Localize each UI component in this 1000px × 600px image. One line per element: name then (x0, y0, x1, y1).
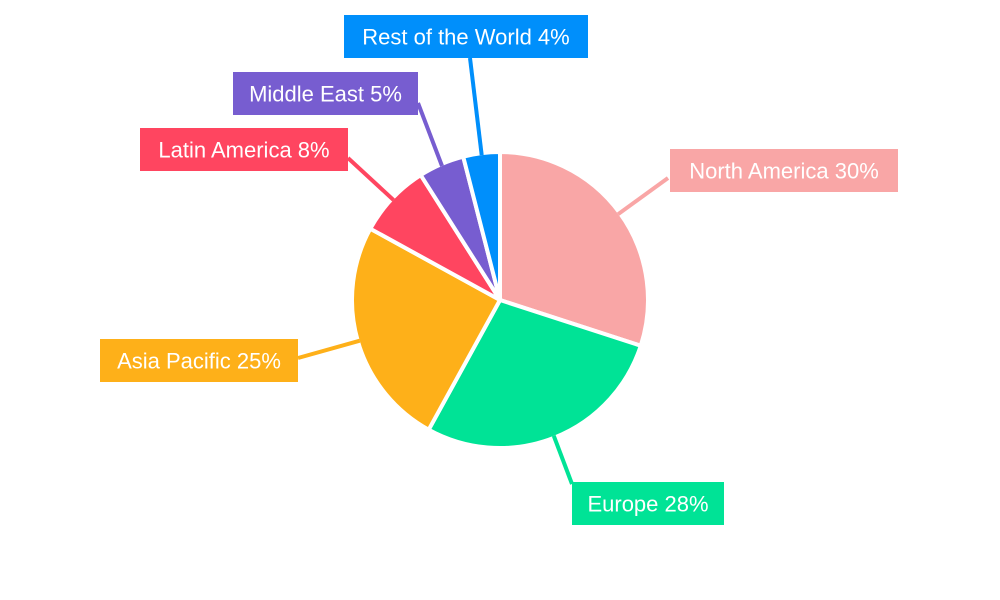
leader-line-1 (551, 435, 574, 485)
label-box-3 (140, 128, 348, 171)
slice-label-5: Rest of the World 4% (362, 25, 569, 50)
slice-label-2: Asia Pacific 25% (117, 349, 281, 374)
leader-line-4 (416, 102, 444, 167)
pie-callouts: North America 30% Europe 28% Asia Pacific … (100, 15, 898, 525)
leader-line-5 (468, 57, 484, 156)
label-box-0 (670, 149, 898, 192)
slice-label-3: Latin America 8% (158, 138, 329, 163)
leader-line-0 (616, 176, 670, 216)
slice-label-0: North America 30% (689, 159, 879, 184)
leader-line-3 (346, 156, 395, 202)
pie-slices (350, 150, 650, 450)
label-box-2 (100, 339, 298, 382)
slice-label-1: Europe 28% (587, 492, 708, 517)
label-box-5 (344, 15, 588, 58)
label-box-4 (233, 72, 418, 115)
label-box-1 (572, 482, 724, 525)
slice-label-4: Middle East 5% (249, 82, 402, 107)
leader-line-2 (297, 338, 361, 360)
